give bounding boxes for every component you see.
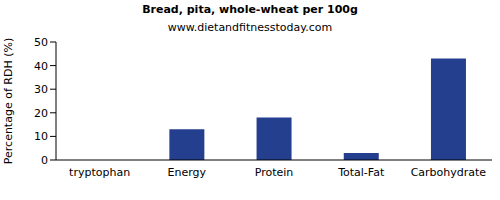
svg-text:0: 0: [41, 154, 48, 167]
svg-text:10: 10: [34, 130, 48, 143]
html-text:Bread, pita, whole-wheat per 1: Bread, pita, whole-wheat per 100g: [142, 3, 358, 16]
svg-text:40: 40: [34, 60, 48, 73]
svg-text:tryptophan: tryptophan: [69, 166, 130, 179]
html-text:www.dietandfitnesstoday.com: www.dietandfitnesstoday.com: [167, 21, 333, 34]
svg-text:Percentage of RDH (%): Percentage of RDH (%): [8, 38, 15, 164]
svg-text:20: 20: [34, 107, 48, 120]
svg-text:50: 50: [34, 36, 48, 49]
svg-text:Energy: Energy: [168, 166, 207, 179]
svg-text:Protein: Protein: [255, 166, 294, 179]
svg-text:Total-Fat: Total-Fat: [337, 166, 385, 179]
svg-text:30: 30: [34, 83, 48, 96]
svg-text:Carbohydrate: Carbohydrate: [411, 166, 487, 179]
